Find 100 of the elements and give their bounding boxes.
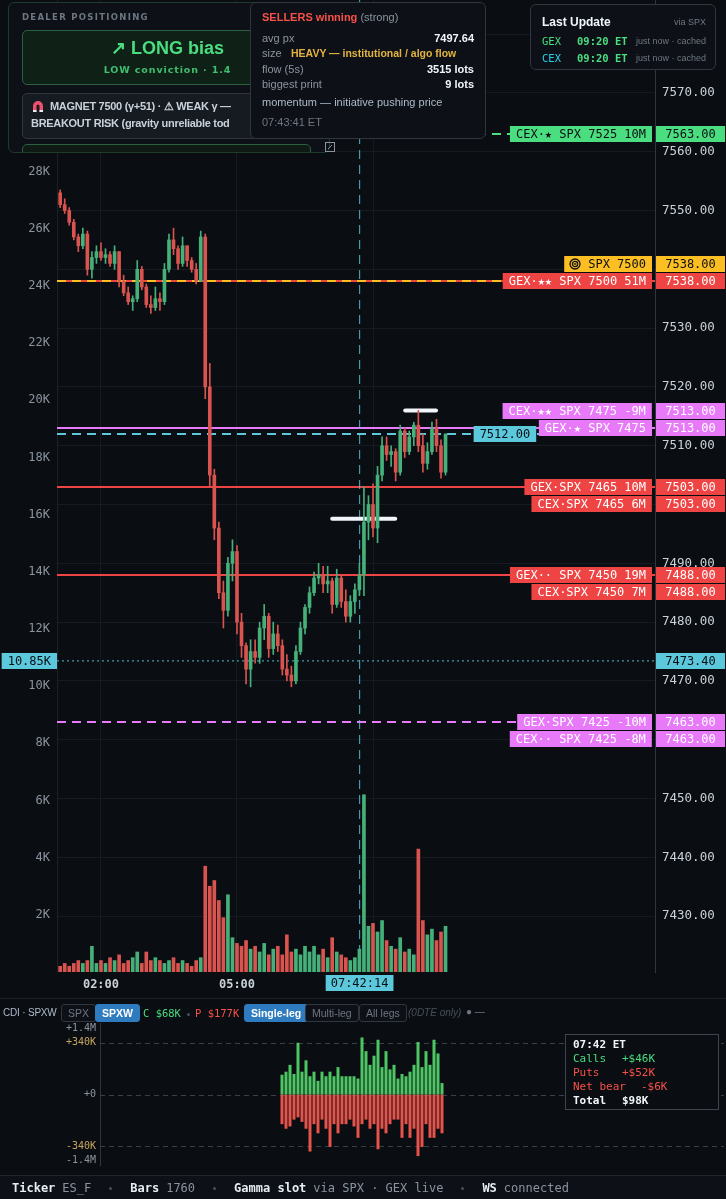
- bar: [439, 931, 443, 972]
- annotation: (strong): [360, 11, 399, 23]
- annotation: CEX·SPX 7450 7M: [537, 584, 646, 599]
- bar: [328, 1071, 332, 1095]
- bar: [336, 1094, 340, 1134]
- bar: [271, 948, 276, 972]
- y-tick-label: -340K: [65, 1139, 96, 1151]
- candlestick: [253, 639, 257, 664]
- text: P $177K: [195, 1007, 240, 1019]
- annotation: Puts: [573, 1066, 600, 1079]
- bar: [416, 1094, 420, 1157]
- y2-tick-label: 22K: [28, 335, 51, 350]
- bar: [294, 948, 298, 972]
- candlestick: [285, 654, 289, 682]
- annotation: 7488.00: [665, 584, 716, 599]
- annotation: HEAVY — institutional / algo flow: [291, 47, 457, 59]
- bar: [67, 965, 72, 972]
- ref-line-label: GEX·★★ SPX 7500 51M: [508, 273, 647, 288]
- annotation: 09:20 ET: [577, 52, 628, 64]
- bar: [194, 960, 199, 972]
- y2-tick-label: 14K: [28, 563, 51, 578]
- bar: [324, 1076, 328, 1095]
- annotation: 07:43:41 ET: [262, 116, 322, 128]
- bar: [90, 945, 94, 972]
- candlestick: [389, 445, 393, 467]
- annotation: 7463.00: [665, 731, 716, 746]
- y2-tick-label: 10K: [28, 678, 51, 693]
- bar: [380, 920, 384, 972]
- bar: [398, 937, 403, 972]
- bar: [384, 1051, 388, 1095]
- annotation: flow (5s): [262, 63, 304, 75]
- annotation: size: [262, 47, 282, 59]
- y2-tick-label: 16K: [28, 506, 51, 521]
- annotation: $98K: [622, 1094, 649, 1107]
- y-tick-label: 7510.00: [662, 436, 715, 452]
- annotation: 7563.00: [665, 126, 716, 141]
- annotation: avg px: [262, 32, 295, 44]
- bar: [344, 1076, 348, 1095]
- y-tick-label: +0: [83, 1088, 96, 1100]
- bar: [296, 1094, 300, 1118]
- bar: [430, 928, 434, 972]
- ref-line-label: GEX·SPX 7465 10M: [530, 479, 646, 494]
- bar: [368, 1094, 372, 1129]
- text: via SPX · GEX live: [313, 1181, 444, 1195]
- y-tick-label: 7490.00: [662, 554, 715, 570]
- bar: [330, 937, 335, 972]
- annotation: +$52K: [622, 1066, 656, 1079]
- annotation: 7497.64: [434, 32, 474, 44]
- annotation: SELLERS winning: [262, 11, 358, 23]
- bar: [108, 957, 112, 972]
- bar: [288, 1094, 292, 1127]
- text: CDI · SPXW: [3, 1007, 57, 1018]
- bar: [280, 1094, 284, 1125]
- bar: [408, 1094, 412, 1138]
- bar: [328, 1094, 332, 1147]
- annotation: 7463.00: [665, 714, 716, 729]
- text: ES_F: [62, 1181, 92, 1195]
- bar: [400, 1073, 404, 1095]
- bar: [392, 1094, 396, 1120]
- bar: [288, 1064, 292, 1095]
- text: 1760: [166, 1181, 196, 1195]
- bar: [316, 1094, 320, 1134]
- annotation: ↗ LONG bias: [110, 38, 224, 58]
- annotation: 07:42 ET: [573, 1038, 626, 1051]
- bar: [334, 951, 339, 972]
- y2-tick-label: 18K: [28, 449, 51, 464]
- bar: [362, 794, 366, 972]
- annotation: 7538.00: [665, 273, 716, 288]
- bar: [167, 960, 171, 972]
- bar: [389, 945, 393, 972]
- text: (0DTE only): [408, 1007, 462, 1018]
- annotation: BREAKOUT RISK (gravity unreliable tod: [31, 117, 230, 129]
- bar: [432, 1094, 436, 1138]
- y2-tick-label: 4K: [35, 849, 51, 864]
- bar: [384, 1094, 388, 1134]
- text: All legs: [359, 1004, 407, 1022]
- bar: [352, 1076, 356, 1095]
- annotation: 10.85K: [7, 653, 52, 668]
- text: via SPX: [673, 17, 706, 27]
- text: Gamma slot: [234, 1181, 307, 1195]
- bar: [428, 1094, 432, 1138]
- text: connected: [503, 1181, 569, 1195]
- bar: [76, 960, 81, 972]
- bar: [253, 945, 257, 972]
- text: SPXW: [95, 1004, 140, 1022]
- ref-line-label: GEX·SPX 7425 -10M: [523, 714, 647, 729]
- text: SPX: [61, 1004, 97, 1022]
- bar: [402, 951, 407, 972]
- annotation: 7473.40: [665, 653, 716, 668]
- y-tick-label: 7450.00: [662, 789, 715, 805]
- annotation: DEALER POSITIONING: [22, 12, 149, 22]
- bar: [321, 948, 325, 972]
- annotation: 7488.00: [665, 567, 716, 582]
- bar: [440, 1094, 444, 1134]
- y2-tick-label: 2K: [35, 906, 51, 921]
- bar: [376, 1039, 380, 1095]
- bar: [336, 1067, 340, 1095]
- bar: [280, 1074, 284, 1095]
- annotation: Total: [573, 1094, 607, 1107]
- candlestick: [158, 292, 162, 311]
